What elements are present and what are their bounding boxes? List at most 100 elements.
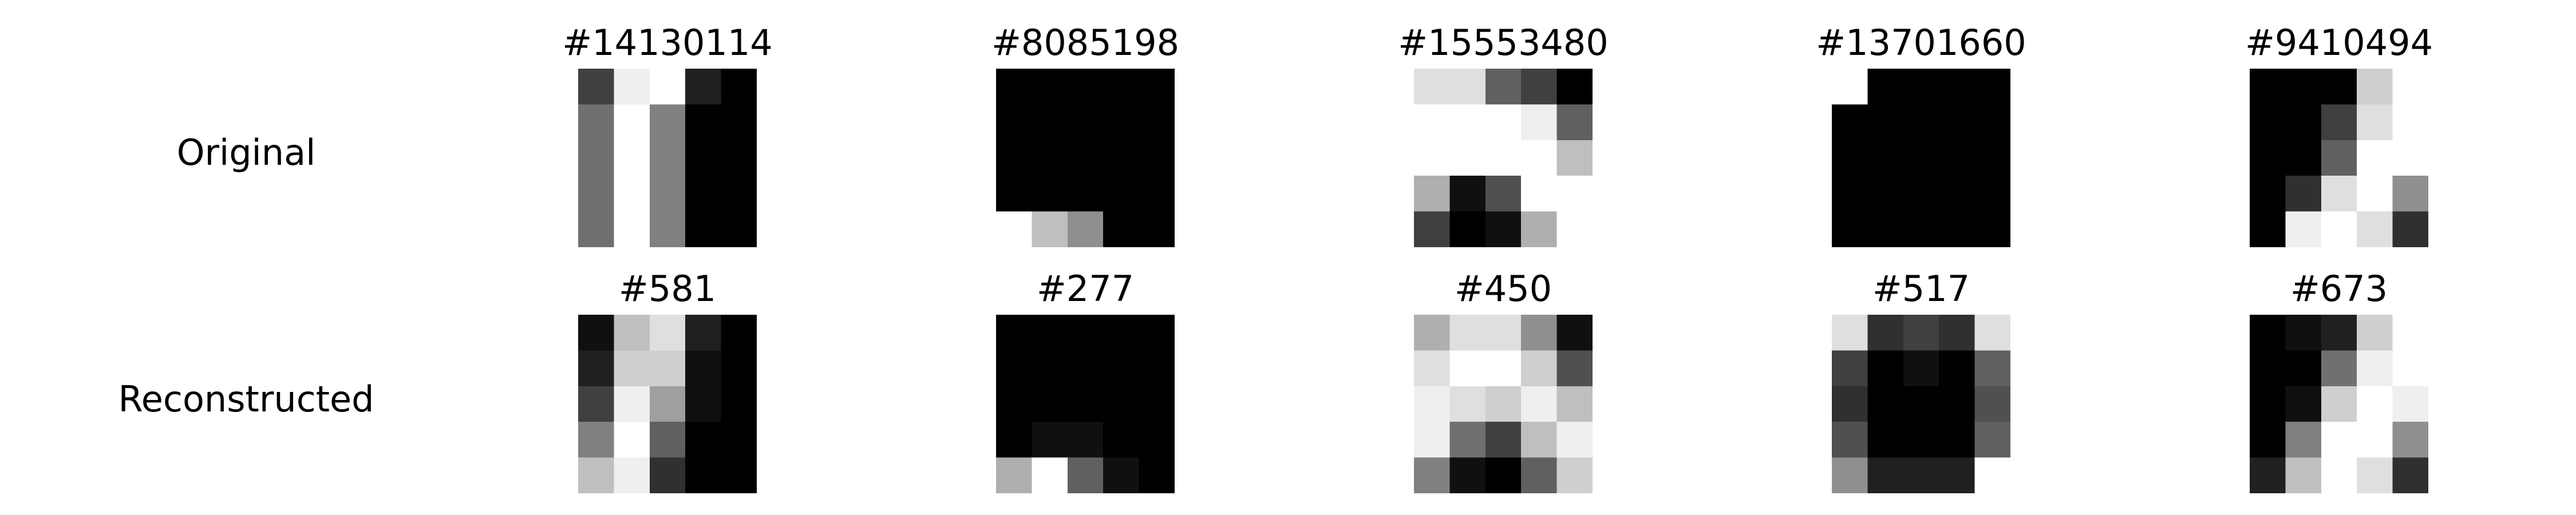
pixel-r4-c2 [614, 422, 651, 458]
pixel-r3-c3 [1903, 386, 1940, 423]
pixel-r1-c2 [1449, 315, 1487, 351]
pixel-r3-c3 [2321, 386, 2358, 423]
pixel-r1-c2 [2285, 315, 2322, 351]
pixel-r2-c4 [1103, 350, 1140, 387]
pixel-r3-c5 [1556, 386, 1593, 423]
pixel-r5-c5 [1974, 457, 2010, 493]
pixel-r1-c1 [578, 69, 615, 105]
pixel-r4-c4 [685, 422, 722, 458]
pixel-r3-c1 [996, 386, 1033, 423]
pixel-r1-c5 [721, 69, 757, 105]
pixel-r4-c1 [1414, 422, 1451, 458]
pixel-r5-c1 [2250, 457, 2286, 493]
pixel-r3-c5 [721, 386, 757, 423]
pixel-r4-c3 [649, 422, 686, 458]
pixel-r1-c5 [2392, 315, 2428, 351]
digit-image [1832, 69, 2010, 247]
pixel-r5-c4 [1103, 211, 1140, 247]
pixel-r2-c5 [1556, 104, 1593, 141]
pixel-r2-c4 [685, 104, 722, 141]
pixel-r2-c4 [685, 350, 722, 387]
pixel-r1-c2 [614, 69, 651, 105]
pixel-r5-c3 [1067, 457, 1104, 493]
digit-image [1832, 315, 2010, 493]
pixel-r1-c5 [1974, 315, 2010, 351]
pixel-r1-c4 [685, 69, 722, 105]
pixel-r3-c1 [1414, 140, 1451, 177]
pixel-r3-c2 [1867, 386, 1905, 423]
pixel-r1-c5 [1974, 69, 2010, 105]
pixel-r3-c4 [1521, 386, 1558, 423]
pixel-r5-c3 [1485, 211, 1522, 247]
pixel-r2-c4 [1103, 104, 1140, 141]
pixel-r2-c5 [2392, 350, 2428, 387]
pixel-r3-c2 [614, 386, 651, 423]
pixel-r2-c2 [1449, 104, 1487, 141]
pixel-r4-c2 [1032, 422, 1069, 458]
digit-image [1414, 69, 1593, 247]
row-label-original: Original [176, 132, 316, 173]
panel-title: #581 [618, 268, 717, 310]
pixel-r2-c4 [1939, 350, 1976, 387]
pixel-r4-c4 [2357, 422, 2393, 458]
pixel-r5-c5 [1556, 457, 1593, 493]
pixel-r5-c4 [1521, 457, 1558, 493]
pixel-r2-c5 [721, 350, 757, 387]
pixel-r2-c4 [1521, 350, 1558, 387]
pixel-r3-c2 [1032, 386, 1069, 423]
pixel-r4-c4 [1103, 422, 1140, 458]
pixel-r1-c5 [1556, 315, 1593, 351]
pixel-r5-c1 [578, 457, 615, 493]
pixel-r3-c2 [614, 140, 651, 177]
pixel-r3-c2 [1449, 386, 1487, 423]
pixel-r4-c4 [685, 176, 722, 212]
pixel-r1-c1 [996, 315, 1033, 351]
pixel-r4-c3 [649, 176, 686, 212]
panel-title: #13701660 [1816, 22, 2026, 64]
pixel-r2-c3 [2321, 350, 2358, 387]
pixel-r3-c4 [2357, 140, 2393, 177]
pixel-r2-c3 [649, 350, 686, 387]
panel-title: #517 [1872, 268, 1970, 310]
pixel-r3-c1 [2250, 386, 2286, 423]
pixel-r5-c4 [1103, 457, 1140, 493]
pixel-r4-c4 [1103, 176, 1140, 212]
pixel-r5-c5 [1974, 211, 2010, 247]
pixel-r3-c3 [1485, 386, 1522, 423]
digit-image [2250, 315, 2428, 493]
pixel-r2-c1 [1832, 104, 1868, 141]
pixel-r2-c2 [2285, 104, 2322, 141]
pixel-r4-c5 [1139, 176, 1175, 212]
pixel-r1-c3 [1903, 315, 1940, 351]
digit-image [996, 69, 1175, 247]
panel-title: #450 [1454, 268, 1552, 310]
pixel-r5-c5 [721, 211, 757, 247]
pixel-r2-c3 [1485, 350, 1522, 387]
pixel-r4-c5 [721, 176, 757, 212]
pixel-r4-c1 [2250, 422, 2286, 458]
pixel-r5-c2 [1867, 211, 1905, 247]
pixel-r5-c3 [649, 211, 686, 247]
pixel-r2-c1 [996, 350, 1033, 387]
pixel-r5-c4 [2357, 457, 2393, 493]
pixel-r5-c1 [2250, 211, 2286, 247]
pixel-r5-c5 [1139, 211, 1175, 247]
pixel-r1-c3 [2321, 315, 2358, 351]
pixel-r1-c5 [1139, 69, 1175, 105]
pixel-r1-c4 [685, 315, 722, 351]
pixel-r5-c1 [1414, 211, 1451, 247]
pixel-r2-c3 [1067, 350, 1104, 387]
pixel-r1-c2 [1867, 69, 1905, 105]
pixel-r3-c4 [1939, 386, 1976, 423]
pixel-r1-c2 [1032, 69, 1069, 105]
pixel-r4-c5 [1556, 422, 1593, 458]
pixel-r3-c5 [1974, 140, 2010, 177]
pixel-r5-c3 [1485, 457, 1522, 493]
pixel-r4-c3 [1903, 422, 1940, 458]
pixel-r3-c1 [996, 140, 1033, 177]
pixel-r1-c4 [1939, 69, 1976, 105]
pixel-r1-c4 [1939, 315, 1976, 351]
pixel-r4-c1 [1832, 176, 1868, 212]
pixel-r3-c5 [1139, 386, 1175, 423]
pixel-r3-c1 [2250, 140, 2286, 177]
